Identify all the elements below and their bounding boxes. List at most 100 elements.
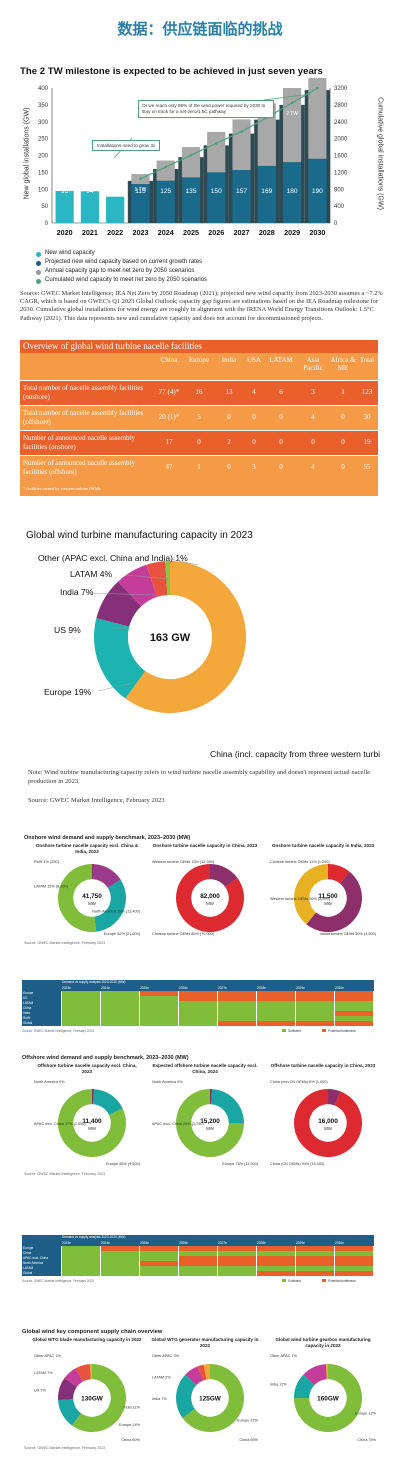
mini-donut-card: Onshore turbine nacelle capacity in Indi… — [268, 843, 378, 939]
mini-donut-title: Onshore turbine nacelle capacity in Indi… — [271, 843, 375, 848]
y-tick-label: 100 — [38, 187, 49, 193]
demand-cell — [296, 1016, 334, 1021]
demand-cell — [140, 1271, 178, 1276]
legend-sufficient: Sufficient — [288, 1028, 302, 1033]
legend-swatch-icon — [322, 1279, 326, 1282]
demand-col-header: 2023e — [62, 986, 71, 990]
donut-slice-label: LATAM 4% — [70, 569, 113, 579]
demand-cell — [257, 1016, 295, 1021]
donut-slice-label: Other (APAC excl. China and India) 1% — [38, 553, 188, 563]
legend-label: Projected new wind capacity based on cur… — [45, 259, 203, 265]
mini-donut-label: Western turbine OEMs 15% (12,000) — [152, 860, 215, 864]
demand-cell — [179, 1001, 217, 1006]
donut-slice — [328, 1089, 341, 1106]
legend-item: New wind capacity — [36, 250, 376, 259]
mini-donut-label: Indian turbine OEMs 39% (4,500) — [320, 932, 377, 936]
x-tick-label: 2030 — [309, 228, 325, 237]
mini-donut-label: North America 32% (13,400) — [92, 909, 141, 913]
mini-donut-label: North America 0% — [34, 1080, 65, 1084]
mini-donut-card: Global wind turbine gearbox manufacturin… — [268, 1337, 378, 1445]
nacelle-col-header: Total — [359, 356, 375, 364]
donut-slice — [94, 618, 146, 699]
donut-hole — [309, 1379, 347, 1417]
nacelle-row-label: Number of announced nacelle assembly fac… — [23, 434, 135, 451]
donut-slice — [75, 1364, 91, 1382]
y-tick-label-right: 2400 — [334, 120, 348, 126]
mini-donut-card: Global WTG blade manufacturing capacity … — [32, 1337, 142, 1445]
bar-value-label: 95 — [61, 188, 69, 195]
demand-cell — [218, 1251, 256, 1256]
nacelle-cell: 0 — [341, 438, 345, 446]
nacelle-cell: 6 — [279, 388, 283, 396]
nacelle-cell: 0 — [279, 413, 283, 421]
donut-slice — [58, 1399, 82, 1426]
donut-center-label: 163 GW — [150, 632, 191, 644]
donut-slice-label: India 7% — [60, 587, 94, 597]
milestone-ylabel-right: Cumulative global installations (GW) — [376, 97, 384, 210]
y-tick-label-right: 800 — [334, 187, 345, 193]
nacelle-cell: 1 — [341, 388, 345, 396]
donut-slice — [58, 1378, 77, 1401]
mini-donut-label: Other APAC 3% — [152, 1354, 180, 1358]
demand-cell — [101, 1266, 139, 1271]
x-tick-label: 2022 — [107, 228, 123, 237]
callout-top: Or we reach only 68% of the wind power r… — [138, 100, 274, 118]
nacelle-col-header: China — [160, 356, 178, 364]
demand-table-row: Global — [22, 1271, 374, 1277]
legend-swatch-icon — [282, 1029, 286, 1032]
cumulative-point — [189, 153, 193, 157]
nacelle-cell: 1 — [197, 463, 201, 471]
demand-cell — [218, 1246, 256, 1251]
mini-donut-unit: MW — [88, 1126, 97, 1131]
nacelle-cell: 0 — [227, 413, 231, 421]
demand-cell — [335, 1256, 373, 1261]
demand-cell — [218, 1006, 256, 1011]
donut-hole — [128, 595, 212, 679]
new-capacity-bar — [80, 191, 100, 223]
demand-cell — [140, 1251, 178, 1256]
demand-col-header: 2029e — [296, 986, 305, 990]
capacity-donut-chart: 163 GW Other (APAC excl. China and India)… — [38, 553, 380, 759]
bar-value-label: 180 — [287, 188, 298, 195]
mini-donut-title: Offshore turbine nacelle capacity in Chi… — [270, 1063, 376, 1068]
legend-item: Annual capacity gap to meet net zero by … — [36, 268, 376, 277]
gap-bar — [308, 78, 327, 159]
demand-cell — [62, 996, 100, 1001]
mini-donut-card: Offshore turbine nacelle capacity excl. … — [32, 1063, 142, 1169]
demand-cell — [62, 1006, 100, 1011]
gap-bar — [207, 131, 226, 173]
nacelle-cell: 77 (4)* — [158, 388, 180, 396]
mini-donut-label: LATAM 7% — [34, 1371, 53, 1375]
y-tick-label: 400 — [38, 86, 49, 92]
demand-cell — [140, 1266, 178, 1271]
demand-cell — [179, 1261, 217, 1266]
nacelle-row-label: Total number of nacelle assembly facilit… — [23, 409, 144, 426]
nacelle-cell: 0 — [227, 463, 231, 471]
keycomp-source: Source: GWEC Market Intelligence, Februa… — [24, 1446, 106, 1450]
demand-cell — [101, 1261, 139, 1266]
donut-hole — [309, 1104, 347, 1142]
nacelle-cell: 0 — [279, 463, 283, 471]
bar-value-label: 94 — [86, 188, 94, 195]
keycomp-panel: Global wind key component supply chain o… — [22, 1325, 377, 1455]
demand-cell — [335, 1006, 373, 1011]
mini-donut-label: China 65% — [239, 1438, 258, 1442]
nacelle-cell: 0 — [341, 413, 345, 421]
demand-cell — [179, 1021, 217, 1026]
bar-value-label: 135 — [185, 188, 196, 195]
mini-donut-label: India 11% — [123, 1406, 140, 1410]
leader-line — [97, 682, 133, 692]
nacelle-col-header: Africa & ME — [330, 356, 356, 372]
y-tick-label: 150 — [38, 170, 49, 176]
y-tick-label: 300 — [38, 120, 49, 126]
x-tick-label: 2020 — [57, 228, 73, 237]
gap-bar — [282, 88, 302, 163]
mini-donut-center: 130GW — [81, 1395, 104, 1402]
nacelle-table-header: Overview of global wind turbine nacelle … — [20, 340, 378, 353]
nacelle-col-header: LATAM — [269, 356, 293, 364]
mini-donut-title: Expected offshore turbine nacelle capaci… — [152, 1063, 258, 1074]
demand-cell — [296, 1001, 334, 1006]
demand-table-header — [22, 1235, 374, 1241]
